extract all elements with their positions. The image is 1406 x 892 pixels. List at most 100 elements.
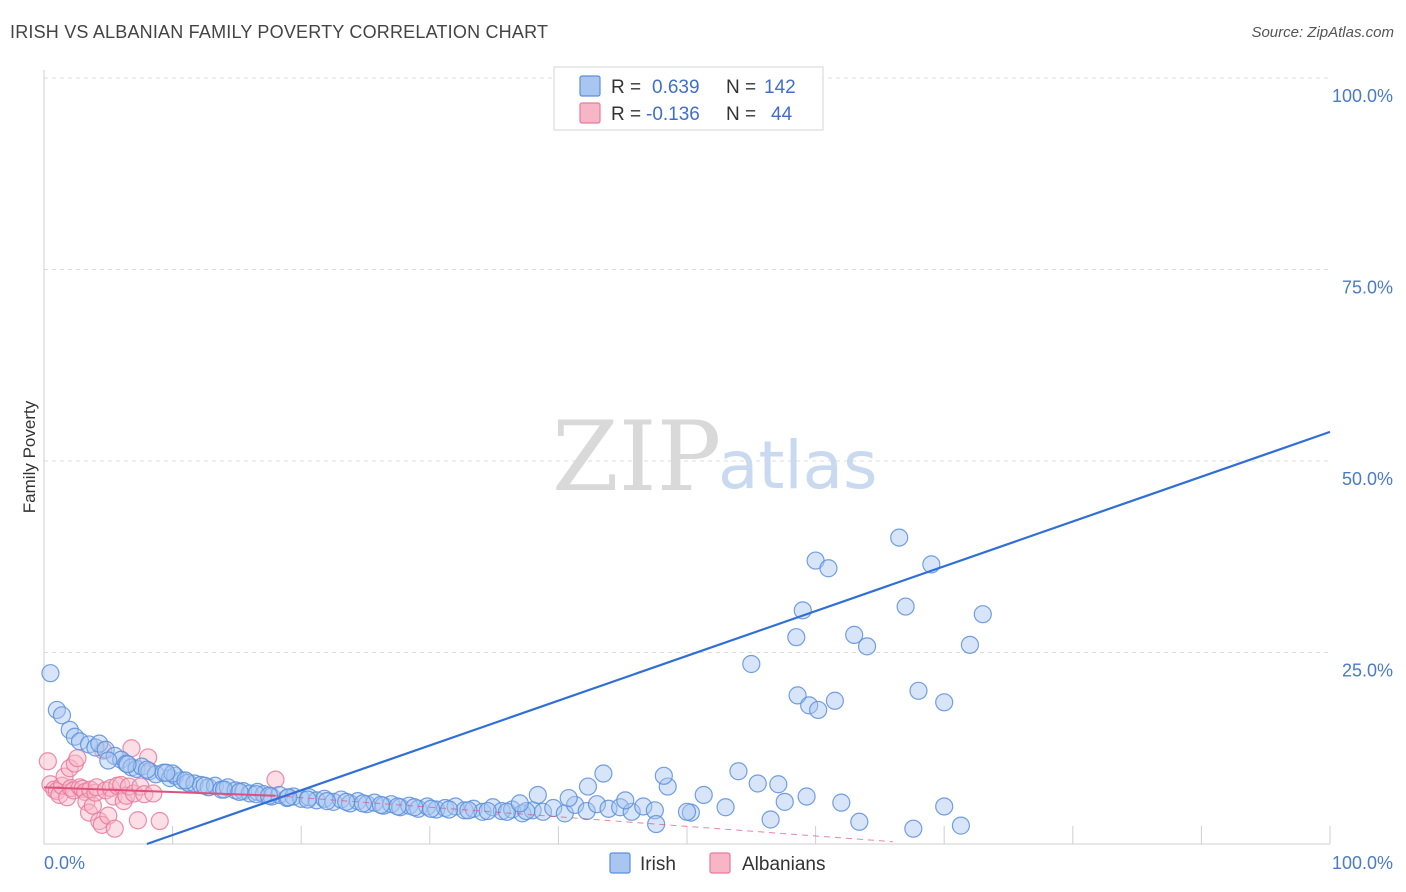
y-tick-label-0: 25.0% — [1342, 661, 1393, 681]
irish-point-86 — [337, 792, 356, 811]
irish-point-113 — [654, 766, 673, 785]
irish-point-137 — [973, 605, 992, 624]
irish-point-87 — [353, 794, 373, 813]
albanian-point-36 — [124, 784, 144, 803]
irish-point-123 — [935, 797, 954, 816]
irish-point-100 — [157, 763, 176, 782]
chart-title: IRISH VS ALBANIAN FAMILY POVERTY CORRELA… — [10, 22, 549, 42]
trend-lines — [43, 430, 1331, 846]
legend-irish-n-value: 142 — [764, 77, 796, 98]
irish-point-111 — [769, 775, 788, 794]
legend-albanian-n-value: 44 — [771, 104, 793, 125]
irish-point-109 — [694, 785, 713, 805]
albanian-point-37 — [128, 811, 147, 830]
irish-point-104 — [578, 777, 598, 796]
irish-point-119 — [797, 787, 816, 806]
series-legend-irish-swatch — [609, 852, 631, 874]
irish-point-101 — [510, 794, 529, 813]
irish-point-130 — [787, 628, 806, 647]
irish-point-91 — [421, 799, 441, 818]
irish-point-122 — [904, 819, 923, 838]
irish-point-132 — [845, 625, 864, 644]
irish-trend-line — [146, 430, 1331, 846]
albanian-point-43 — [266, 770, 285, 789]
tick-labels: 25.0% 50.0% 75.0% 100.0% 0.0% 100.0% — [44, 86, 1393, 873]
legend-irish-swatch — [579, 75, 601, 97]
irish-point-140 — [935, 693, 954, 712]
irish-point-126 — [800, 696, 819, 715]
irish-point-142 — [819, 559, 838, 578]
irish-point-102 — [528, 785, 547, 805]
source-credit: Source: ZipAtlas.com — [1251, 24, 1394, 41]
irish-point-114 — [729, 762, 748, 781]
albanian-point-0 — [38, 752, 57, 771]
irish-point-54 — [427, 800, 446, 819]
legend-albanian-n-label: N = — [726, 104, 756, 125]
irish-point-116 — [616, 791, 635, 810]
legend-irish-n-label: N = — [726, 77, 756, 98]
irish-point-90 — [405, 798, 424, 817]
albanian-point-41 — [144, 784, 163, 803]
irish-point-2 — [52, 706, 72, 725]
series-legend-albanian-label: Albanians — [742, 854, 825, 875]
irish-point-0 — [41, 664, 60, 683]
irish-point-110 — [748, 774, 767, 793]
watermark: ZIP atlas — [552, 401, 878, 513]
albanian-points — [38, 739, 285, 838]
irish-point-121 — [850, 812, 869, 831]
legend-irish-r-label: R = — [611, 77, 641, 98]
x-tick-label-1: 100.0% — [1332, 853, 1393, 873]
irish-point-89 — [388, 797, 407, 816]
irish-point-127 — [809, 700, 828, 720]
legend-irish-r-value: 0.639 — [652, 77, 700, 98]
irish-point-128 — [825, 691, 844, 710]
irish-point-1 — [47, 700, 66, 720]
watermark-zip: ZIP — [552, 401, 721, 513]
irish-point-118 — [761, 810, 780, 829]
series-legend-albanian-swatch — [709, 852, 731, 874]
irish-point-99 — [137, 760, 156, 779]
irish-point-70 — [587, 795, 607, 814]
correlation-legend: R = 0.639 N = 142 R = -0.136 N = 44 — [553, 66, 824, 131]
y-axis-title: Family Poverty — [20, 400, 39, 513]
irish-point-124 — [951, 816, 971, 835]
irish-point-133 — [857, 637, 877, 656]
irish-point-59 — [473, 802, 492, 821]
irish-point-97 — [99, 751, 118, 770]
gridlines — [44, 77, 1330, 653]
irish-point-9 — [96, 740, 115, 759]
albanian-point-29 — [105, 819, 124, 838]
irish-point-107 — [658, 777, 677, 796]
irish-point-71 — [599, 799, 618, 818]
irish-point-117 — [677, 802, 697, 821]
irish-point-73 — [622, 802, 641, 821]
albanian-point-42 — [150, 811, 169, 831]
irish-point-74 — [634, 797, 653, 816]
irish-point-138 — [960, 635, 980, 654]
irish-point-84 — [298, 790, 317, 809]
irish-point-105 — [594, 764, 613, 783]
legend-albanian-swatch — [579, 102, 601, 124]
irish-point-125 — [788, 686, 807, 705]
irish-point-135 — [890, 528, 909, 547]
irish-point-79 — [214, 780, 234, 799]
irish-point-120 — [832, 793, 851, 812]
irish-point-69 — [577, 801, 596, 821]
irish-point-95 — [497, 802, 517, 821]
irish-point-115 — [716, 798, 735, 817]
y-tick-label-3: 100.0% — [1332, 86, 1393, 106]
irish-point-68 — [566, 795, 585, 815]
series-legend-irish-label: Irish — [640, 854, 676, 875]
legend-albanian-r-label: R = — [611, 104, 641, 125]
irish-point-77 — [176, 771, 195, 790]
irish-point-85 — [317, 792, 337, 811]
legend-albanian-r-value: -0.136 — [646, 104, 700, 125]
irish-point-134 — [896, 597, 915, 616]
albanian-trend-line — [43, 786, 276, 797]
axes — [43, 70, 1331, 845]
irish-point-80 — [230, 782, 249, 802]
irish-point-92 — [439, 800, 459, 819]
x-tick-label-0: 0.0% — [44, 853, 85, 873]
albanian-trend-extension — [275, 795, 893, 843]
